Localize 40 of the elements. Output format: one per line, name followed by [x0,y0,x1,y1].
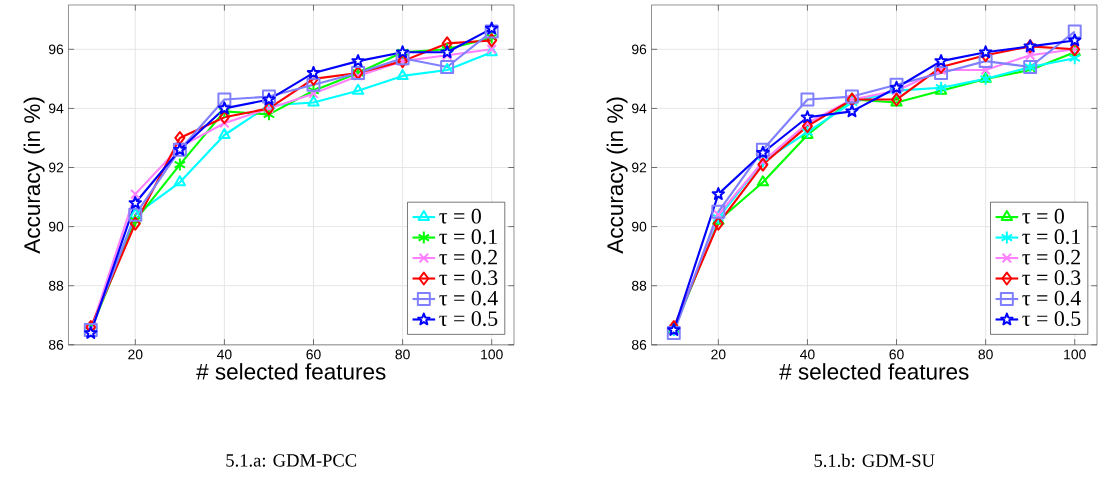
x-axis-title: # selected features [779,362,969,380]
legend-label: τ = 0.5 [439,311,498,326]
y-tick-label: 96 [48,44,64,55]
x-tick-label: 100 [481,349,503,360]
y-tick-label: 94 [48,103,64,114]
x-tick-label: 40 [216,349,232,360]
y-tick-label: 88 [48,280,64,291]
y-tick-label: 90 [48,221,64,232]
legend-label: τ = 0.2 [439,249,497,265]
x-tick-label: 60 [889,349,904,360]
legend-label: τ = 0.1 [439,229,497,244]
x-axis-title: # selected features [196,362,386,380]
y-tick-label: 92 [48,162,64,173]
y-tick-label: 90 [632,221,647,232]
y-tick-label: 86 [48,339,64,350]
y-axis-title: Accuracy (in %) [23,97,45,254]
x-tick-label: 20 [711,349,726,360]
text: 5.1.a: GDM-PCC [226,453,357,467]
x-tick-label: 60 [306,349,321,360]
legend-label: τ = 0.5 [1022,311,1081,326]
legend-label: τ = 0.1 [1022,229,1080,244]
legend-label: τ = 0.2 [1022,249,1080,265]
y-tick-label: 96 [632,44,647,55]
y-tick-label: 88 [631,280,647,291]
legend-label: τ = 0.4 [1022,290,1081,306]
legend-label: τ = 0.3 [439,270,498,285]
legend-label: τ = 0 [1022,208,1064,224]
y-tick-label: 92 [632,162,647,173]
x-tick-label: 20 [128,349,143,360]
x-tick-label: 40 [800,349,815,360]
legend-label: τ = 0 [439,208,481,224]
y-tick-label: 86 [631,339,647,350]
x-tick-label: 100 [1064,349,1086,360]
text: 5.1.b: GDM-SU [814,453,935,467]
legend-label: τ = 0.4 [439,290,498,306]
y-axis-title: Accuracy (in %) [606,97,628,254]
legend-label: τ = 0.3 [1022,270,1081,285]
x-tick-label: 80 [978,349,993,360]
y-tick-label: 94 [632,103,647,114]
x-tick-label: 80 [395,349,410,360]
